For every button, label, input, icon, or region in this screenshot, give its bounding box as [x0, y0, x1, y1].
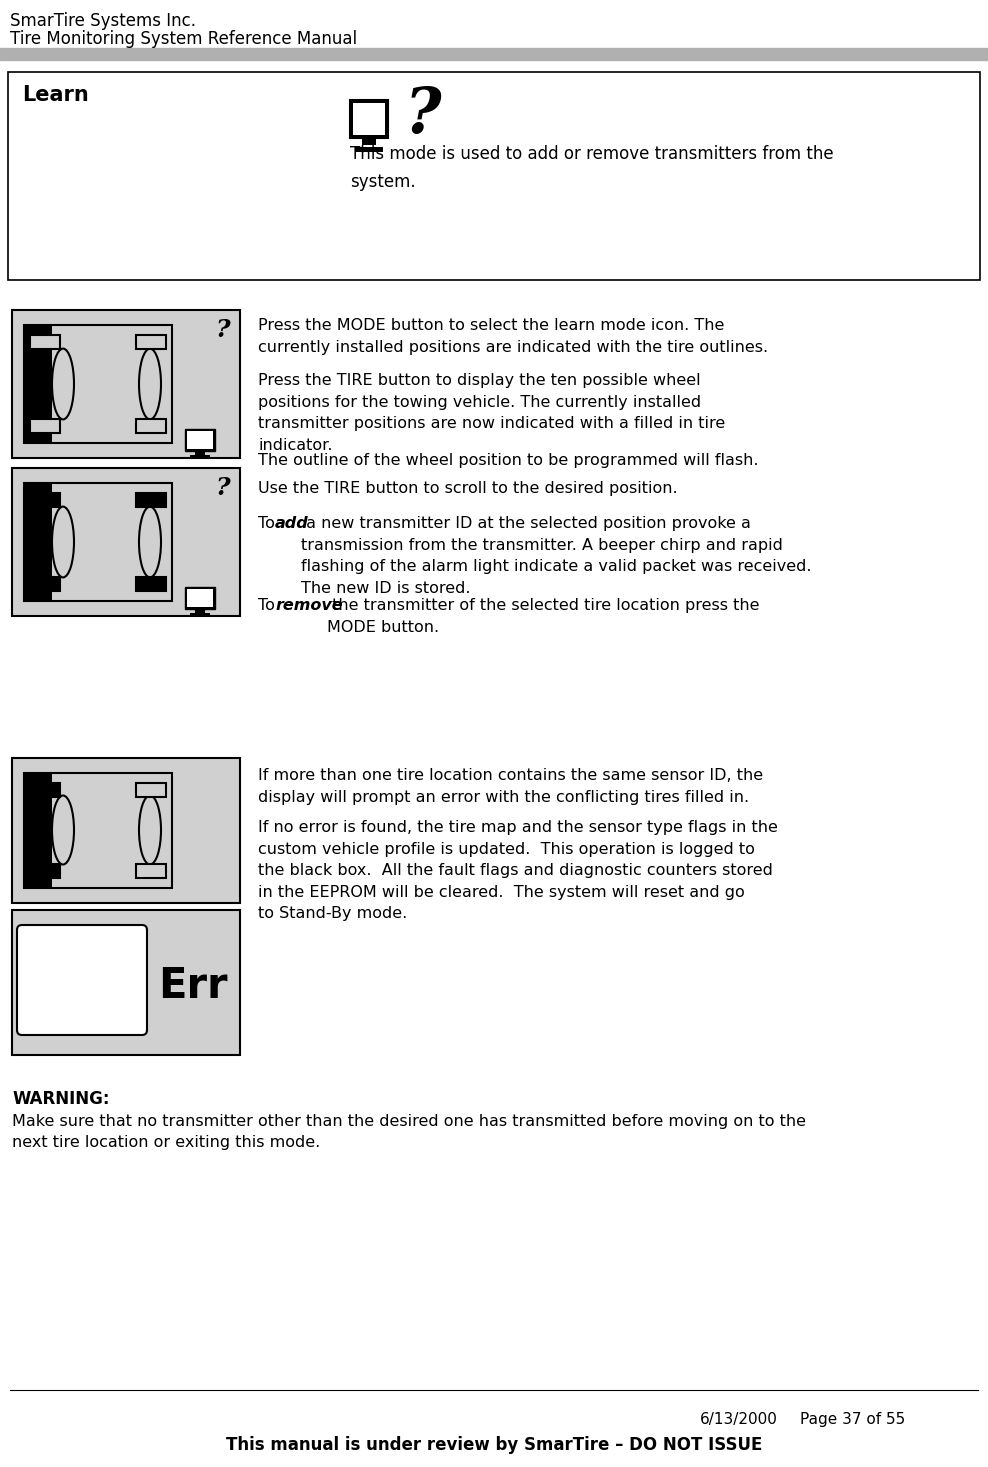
Text: WARNING:: WARNING:: [12, 1090, 110, 1108]
Bar: [350, 100, 388, 138]
Bar: [187, 588, 213, 607]
Bar: [30, 864, 60, 879]
Text: add: add: [275, 516, 308, 531]
Bar: [136, 783, 166, 797]
Bar: [195, 607, 205, 613]
Ellipse shape: [52, 349, 74, 420]
Bar: [30, 334, 60, 349]
Ellipse shape: [139, 349, 161, 420]
Text: ?: ?: [215, 475, 229, 500]
Text: Use the TIRE button to scroll to the desired position.: Use the TIRE button to scroll to the des…: [258, 481, 678, 496]
Text: SmarTire Systems Inc.: SmarTire Systems Inc.: [10, 12, 196, 29]
Bar: [190, 455, 210, 459]
Bar: [195, 450, 205, 455]
Text: If more than one tire location contains the same sensor ID, the
display will pro: If more than one tire location contains …: [258, 769, 763, 804]
Text: To: To: [258, 599, 280, 613]
FancyBboxPatch shape: [17, 926, 147, 1036]
Bar: [24, 326, 52, 443]
Text: the transmitter of the selected tire location press the
MODE button.: the transmitter of the selected tire loc…: [327, 599, 760, 635]
Ellipse shape: [52, 506, 74, 578]
Bar: [24, 773, 52, 888]
Bar: [24, 326, 172, 443]
Text: remove: remove: [275, 599, 343, 613]
Bar: [136, 420, 166, 433]
Text: If no error is found, the tire map and the sensor type flags in the
custom vehic: If no error is found, the tire map and t…: [258, 820, 778, 921]
Text: a new transmitter ID at the selected position provoke a
transmission from the tr: a new transmitter ID at the selected pos…: [301, 516, 811, 596]
Bar: [30, 577, 60, 591]
Bar: [190, 613, 210, 618]
Text: To: To: [258, 516, 280, 531]
Bar: [30, 420, 60, 433]
Bar: [136, 864, 166, 879]
Text: Err: Err: [158, 965, 227, 1006]
Ellipse shape: [52, 795, 74, 864]
Bar: [24, 773, 172, 888]
Text: Press the TIRE button to display the ten possible wheel
positions for the towing: Press the TIRE button to display the ten…: [258, 373, 725, 453]
Text: The outline of the wheel position to be programmed will flash.: The outline of the wheel position to be …: [258, 453, 759, 468]
Bar: [136, 334, 166, 349]
Bar: [355, 147, 383, 153]
Bar: [24, 483, 172, 601]
Text: ?: ?: [215, 318, 229, 342]
Bar: [30, 783, 60, 797]
Bar: [362, 136, 376, 145]
Text: Make sure that no transmitter other than the desired one has transmitted before : Make sure that no transmitter other than…: [12, 1113, 806, 1150]
Bar: [353, 103, 385, 135]
Bar: [12, 310, 240, 458]
Text: This mode is used to add or remove transmitters from the
system.: This mode is used to add or remove trans…: [350, 145, 834, 191]
Bar: [8, 72, 980, 280]
Bar: [12, 910, 240, 1055]
Text: Learn: Learn: [22, 85, 89, 106]
Text: Page 37 of 55: Page 37 of 55: [800, 1413, 905, 1427]
Bar: [187, 431, 213, 449]
Bar: [136, 493, 166, 508]
Bar: [363, 138, 375, 142]
Bar: [185, 428, 215, 450]
Bar: [12, 468, 240, 616]
Text: 6/13/2000: 6/13/2000: [700, 1413, 778, 1427]
Ellipse shape: [139, 795, 161, 864]
Bar: [0, 48, 988, 60]
Bar: [136, 577, 166, 591]
Bar: [12, 758, 240, 904]
Bar: [30, 493, 60, 508]
Text: This manual is under review by SmarTire – DO NOT ISSUE: This manual is under review by SmarTire …: [226, 1436, 762, 1454]
Bar: [24, 483, 52, 601]
Text: ?: ?: [405, 85, 442, 147]
Bar: [185, 587, 215, 609]
Text: Press the MODE button to select the learn mode icon. The
currently installed pos: Press the MODE button to select the lear…: [258, 318, 768, 355]
Ellipse shape: [139, 506, 161, 578]
Text: Tire Monitoring System Reference Manual: Tire Monitoring System Reference Manual: [10, 29, 357, 48]
